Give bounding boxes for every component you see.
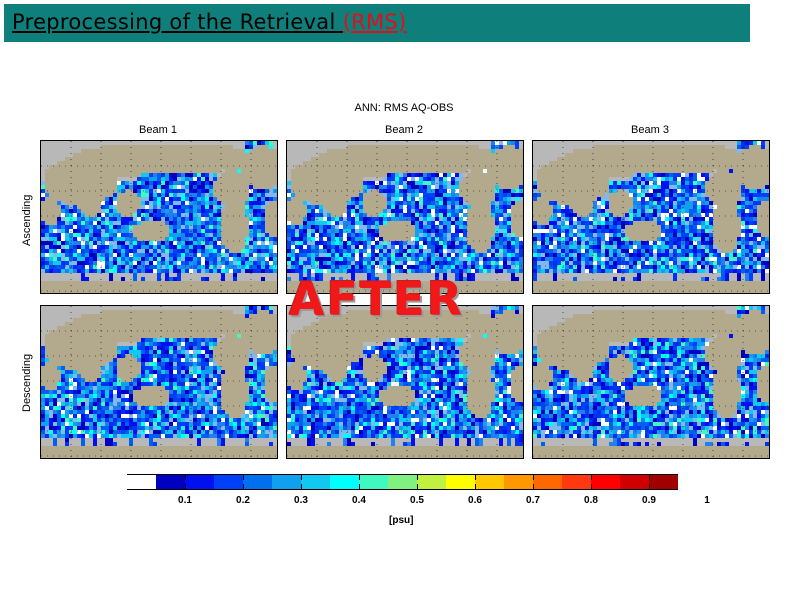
map-panel-descending-beam-2	[286, 305, 524, 459]
colorbar-segment	[127, 475, 156, 489]
colorbar-tick	[417, 475, 418, 480]
row-label-ascending: Ascending	[21, 194, 33, 246]
colorbar-segment	[620, 475, 649, 489]
colorbar-segment	[562, 475, 591, 489]
colorbar-tick-label: 0.9	[642, 495, 656, 506]
colorbar-segment	[301, 475, 330, 489]
colorbar-tick	[533, 475, 534, 480]
column-label-beam-1: Beam 1	[139, 124, 177, 136]
colorbar-tick	[533, 484, 534, 489]
colorbar-tick	[475, 475, 476, 480]
map-panel-ascending-beam-2	[286, 140, 524, 294]
colorbar-segment	[156, 475, 185, 489]
colorbar-tick-label: 1	[704, 495, 710, 506]
slide-title: Preprocessing of the Retrieval (RMS)	[12, 10, 407, 34]
colorbar-segment	[446, 475, 475, 489]
map-panel-descending-beam-3	[532, 305, 770, 459]
colorbar	[127, 474, 678, 490]
colorbar-tick-label: 0.3	[294, 495, 308, 506]
colorbar-segment	[185, 475, 214, 489]
colorbar-tick	[417, 484, 418, 489]
colorbar-tick-label: 0.7	[526, 495, 540, 506]
colorbar-tick	[591, 484, 592, 489]
colorbar-segment	[591, 475, 620, 489]
colorbar-segment	[214, 475, 243, 489]
colorbar-tick-label: 0.5	[410, 495, 424, 506]
colorbar-tick	[185, 475, 186, 480]
colorbar-tick	[243, 475, 244, 480]
after-overlay-label: AFTER	[289, 272, 465, 326]
colorbar-segment	[330, 475, 359, 489]
colorbar-tick	[301, 484, 302, 489]
colorbar-tick	[649, 484, 650, 489]
map-panel-ascending-beam-1	[40, 140, 278, 294]
colorbar-tick	[649, 475, 650, 480]
colorbar-segment	[243, 475, 272, 489]
colorbar-segment	[359, 475, 388, 489]
map-panel-descending-beam-1	[40, 305, 278, 459]
colorbar-tick	[185, 484, 186, 489]
colorbar-tick-label: 0.2	[236, 495, 250, 506]
title-main: Preprocessing of the Retrieval	[12, 10, 343, 34]
colorbar-tick	[359, 484, 360, 489]
colorbar-tick-label: 0.8	[584, 495, 598, 506]
colorbar-tick	[359, 475, 360, 480]
colorbar-tick-label: 0.1	[178, 495, 192, 506]
colorbar-tick	[243, 484, 244, 489]
colorbar-segment	[475, 475, 504, 489]
title-bar: Preprocessing of the Retrieval (RMS)	[4, 4, 750, 42]
colorbar-segment	[649, 475, 678, 489]
colorbar-segment	[388, 475, 417, 489]
column-label-beam-2: Beam 2	[385, 124, 423, 136]
colorbar-segment	[533, 475, 562, 489]
colorbar-tick-label: 0.4	[352, 495, 366, 506]
column-label-beam-3: Beam 3	[631, 124, 669, 136]
colorbar-unit: [psu]	[389, 515, 414, 526]
map-panel-ascending-beam-3	[532, 140, 770, 294]
colorbar-tick	[301, 475, 302, 480]
title-highlight: (RMS)	[342, 10, 407, 34]
row-label-descending: Descending	[21, 353, 33, 412]
colorbar-tick-label: 0.6	[468, 495, 482, 506]
colorbar-segment	[417, 475, 446, 489]
colorbar-tick	[591, 475, 592, 480]
figure-title: ANN: RMS AQ-OBS	[354, 102, 454, 114]
colorbar-tick	[475, 484, 476, 489]
colorbar-segment	[272, 475, 301, 489]
colorbar-segment	[504, 475, 533, 489]
